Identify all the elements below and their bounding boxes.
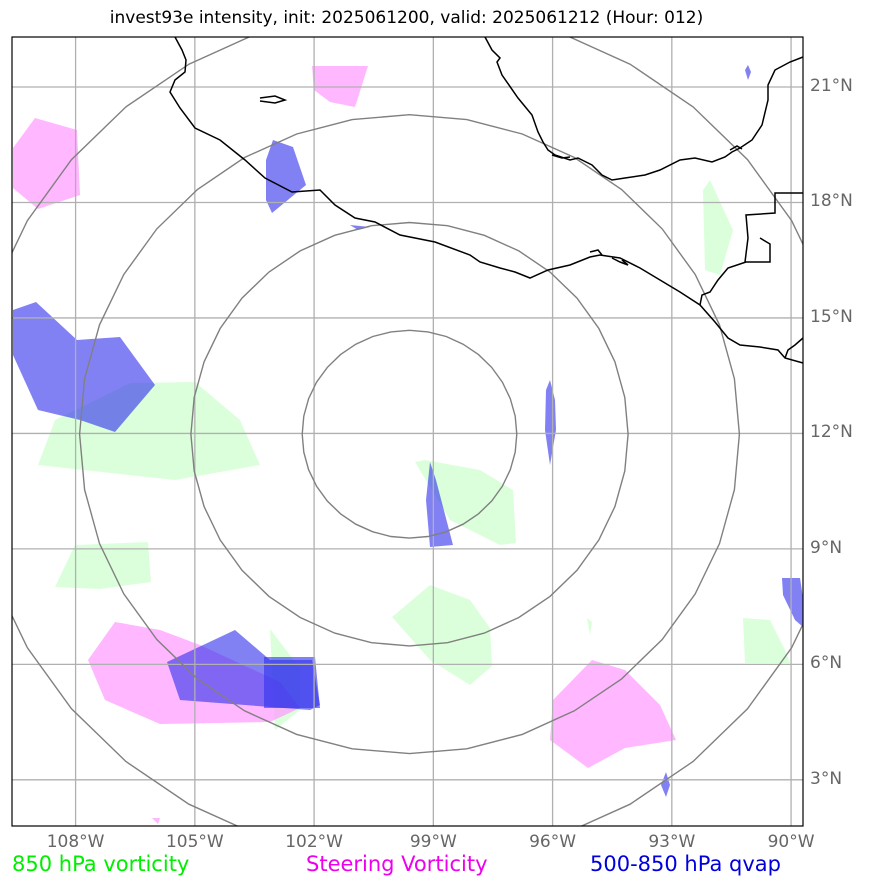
lat-tick-label: 21°N bbox=[810, 76, 853, 97]
vort850-patch bbox=[415, 460, 516, 545]
central-america-border bbox=[744, 192, 803, 263]
range-ring bbox=[12, 37, 803, 826]
lagoon bbox=[611, 257, 629, 266]
island bbox=[259, 95, 288, 104]
qvap-patch bbox=[545, 380, 556, 465]
range-rings bbox=[12, 37, 803, 826]
guatemala-border bbox=[699, 261, 747, 306]
vort850-patch bbox=[703, 180, 733, 275]
map-title: invest93e intensity, init: 2025061200, v… bbox=[109, 8, 704, 28]
map-frame bbox=[11, 36, 804, 827]
lon-tick-label: 96°W bbox=[529, 832, 577, 852]
legend-vorticity-850: 850 hPa vorticity bbox=[12, 852, 190, 876]
lon-tick-label: 93°W bbox=[648, 832, 696, 852]
vort850-patch bbox=[743, 618, 790, 663]
range-ring bbox=[190, 221, 629, 647]
range-ring bbox=[301, 329, 518, 539]
steering-patch bbox=[13, 118, 80, 209]
steering-patch bbox=[152, 818, 160, 824]
vort850-patch bbox=[55, 542, 151, 589]
steering-patch bbox=[550, 660, 676, 768]
qvap-patch bbox=[13, 302, 155, 432]
lat-lon-gridlines bbox=[12, 37, 803, 826]
lat-tick-label: 18°N bbox=[810, 191, 853, 212]
bay-coast bbox=[729, 145, 743, 151]
legend-steering-vorticity: Steering Vorticity bbox=[306, 852, 488, 876]
mexico-pacific-coast bbox=[169, 36, 804, 364]
qvap-patch bbox=[350, 225, 370, 230]
vort850-patch bbox=[392, 585, 492, 685]
lat-tick-label: 15°N bbox=[810, 306, 853, 327]
qvap-fields bbox=[13, 65, 803, 797]
lagoon bbox=[589, 249, 603, 256]
lon-tick-label: 105°W bbox=[165, 832, 224, 852]
range-ring bbox=[78, 113, 741, 755]
lat-tick-label: 6°N bbox=[810, 653, 843, 674]
lon-tick-label: 90°W bbox=[767, 832, 815, 852]
lat-tick-label: 9°N bbox=[810, 537, 843, 558]
qvap-patch bbox=[266, 140, 306, 213]
lat-tick-label: 12°N bbox=[810, 422, 853, 443]
legend-qvap: 500-850 hPa qvap bbox=[590, 852, 781, 876]
qvap-patch bbox=[264, 657, 320, 708]
coastlines bbox=[169, 36, 804, 364]
gulf-coast bbox=[484, 36, 804, 181]
lon-tick-label: 102°W bbox=[285, 832, 343, 852]
qvap-patch bbox=[661, 772, 670, 797]
lat-tick-label: 3°N bbox=[810, 768, 843, 789]
bay-coast bbox=[551, 154, 571, 159]
qvap-patch bbox=[782, 578, 803, 627]
lon-tick-label: 99°W bbox=[409, 832, 457, 852]
nicaragua-coast bbox=[784, 337, 804, 359]
lon-tick-label: 108°W bbox=[46, 832, 105, 852]
vort850-patch bbox=[587, 618, 592, 635]
qvap-patch bbox=[745, 65, 751, 80]
